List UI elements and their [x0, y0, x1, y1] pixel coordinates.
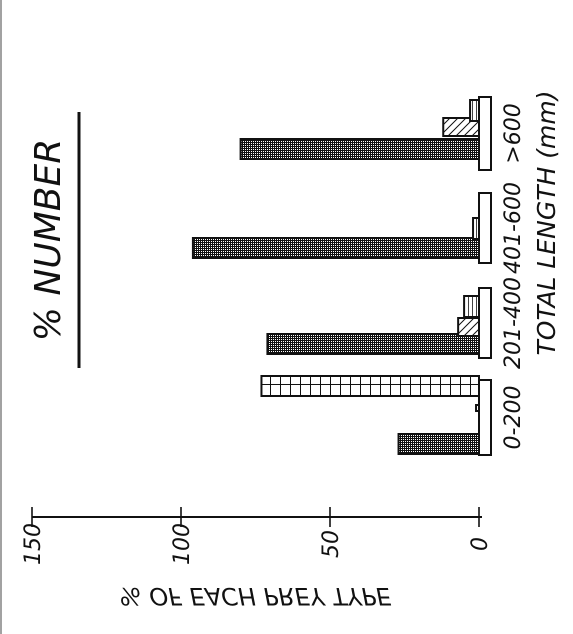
- chart-title: % NUMBER: [28, 139, 69, 341]
- ytick-labels: 0 50 100 150: [21, 523, 493, 565]
- category-box: [478, 192, 492, 264]
- y-axis-label: % OF EACH PREY TYPE: [119, 582, 392, 610]
- bars: [191, 99, 481, 455]
- bar-dense-crosshatch-0: [397, 433, 481, 455]
- category-boxes: [478, 96, 492, 456]
- x-axis-label: TOTAL LENGTH (mm): [532, 91, 561, 356]
- bar-horizontal-lines-1: [463, 295, 481, 318]
- bar-open-grid-0: [260, 375, 480, 397]
- y-axis: [31, 507, 482, 527]
- value-tick-label: 50: [319, 530, 344, 558]
- category-tick-label: 401-600: [501, 182, 526, 274]
- category-tick-label: 201-400: [501, 277, 526, 369]
- bar-dense-crosshatch-3: [239, 138, 480, 160]
- bar-dense-crosshatch-2: [191, 237, 480, 259]
- value-tick-label: 0: [468, 537, 493, 551]
- category-tick-label: 0-200: [501, 386, 526, 450]
- value-tick-label: 100: [170, 523, 195, 565]
- xtick-labels: 0-200 201-400 401-600 >600: [501, 103, 526, 449]
- category-box: [478, 287, 492, 359]
- value-tick-label: 150: [21, 523, 46, 565]
- bar-dense-crosshatch-1: [266, 333, 481, 355]
- category-tick-label: >600: [501, 103, 526, 163]
- bar-horizontal-lines-3: [469, 99, 480, 122]
- bar-diagonal-hatch-1: [457, 317, 481, 337]
- category-box: [478, 379, 492, 456]
- category-box: [478, 96, 492, 171]
